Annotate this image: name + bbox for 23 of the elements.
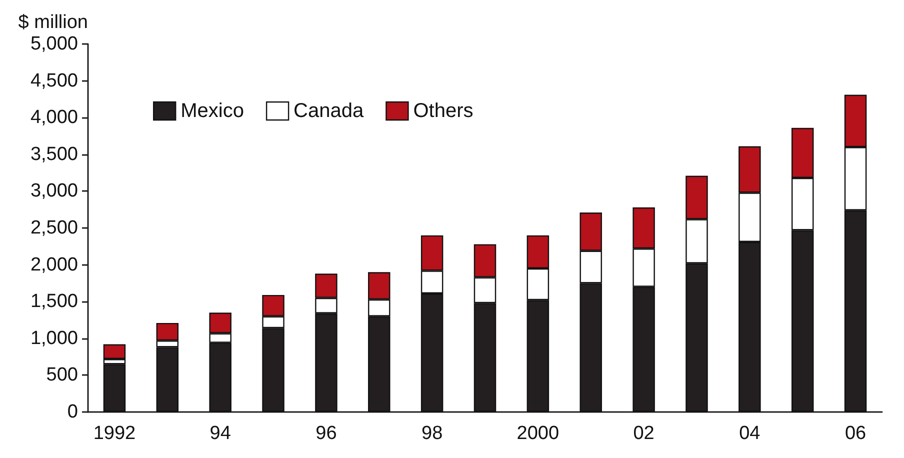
legend-label: Mexico — [180, 100, 244, 122]
y-tick-label: 3,000 — [30, 180, 78, 202]
y-tick-label: 2,500 — [30, 218, 78, 238]
x-tick-label: 94 — [210, 423, 232, 444]
x-tick-label: 04 — [739, 423, 761, 444]
y-tick-label: 1,000 — [30, 328, 78, 349]
x-tick-label: 06 — [844, 423, 866, 444]
y-tick-label: 2,000 — [30, 254, 78, 276]
x-tick-label: 02 — [633, 423, 654, 444]
y-tick-label: 4,000 — [30, 107, 78, 128]
x-tick-label: 2000 — [516, 423, 560, 444]
y-axis-title: $ million — [18, 12, 88, 33]
y-tick-label: 1,500 — [30, 291, 78, 312]
y-tick-label: 4,500 — [30, 70, 78, 92]
y-tick-label: 500 — [46, 364, 78, 386]
x-tick-label: 96 — [316, 423, 337, 444]
x-tick-label: 98 — [421, 423, 443, 444]
y-tick-label: 0 — [67, 402, 78, 422]
legend-label: Canada — [294, 100, 364, 122]
y-tick-label: 5,000 — [30, 34, 78, 54]
legend-label: Others — [413, 100, 474, 122]
x-tick-label: 1992 — [93, 423, 136, 444]
y-tick-label: 3,500 — [30, 144, 78, 165]
